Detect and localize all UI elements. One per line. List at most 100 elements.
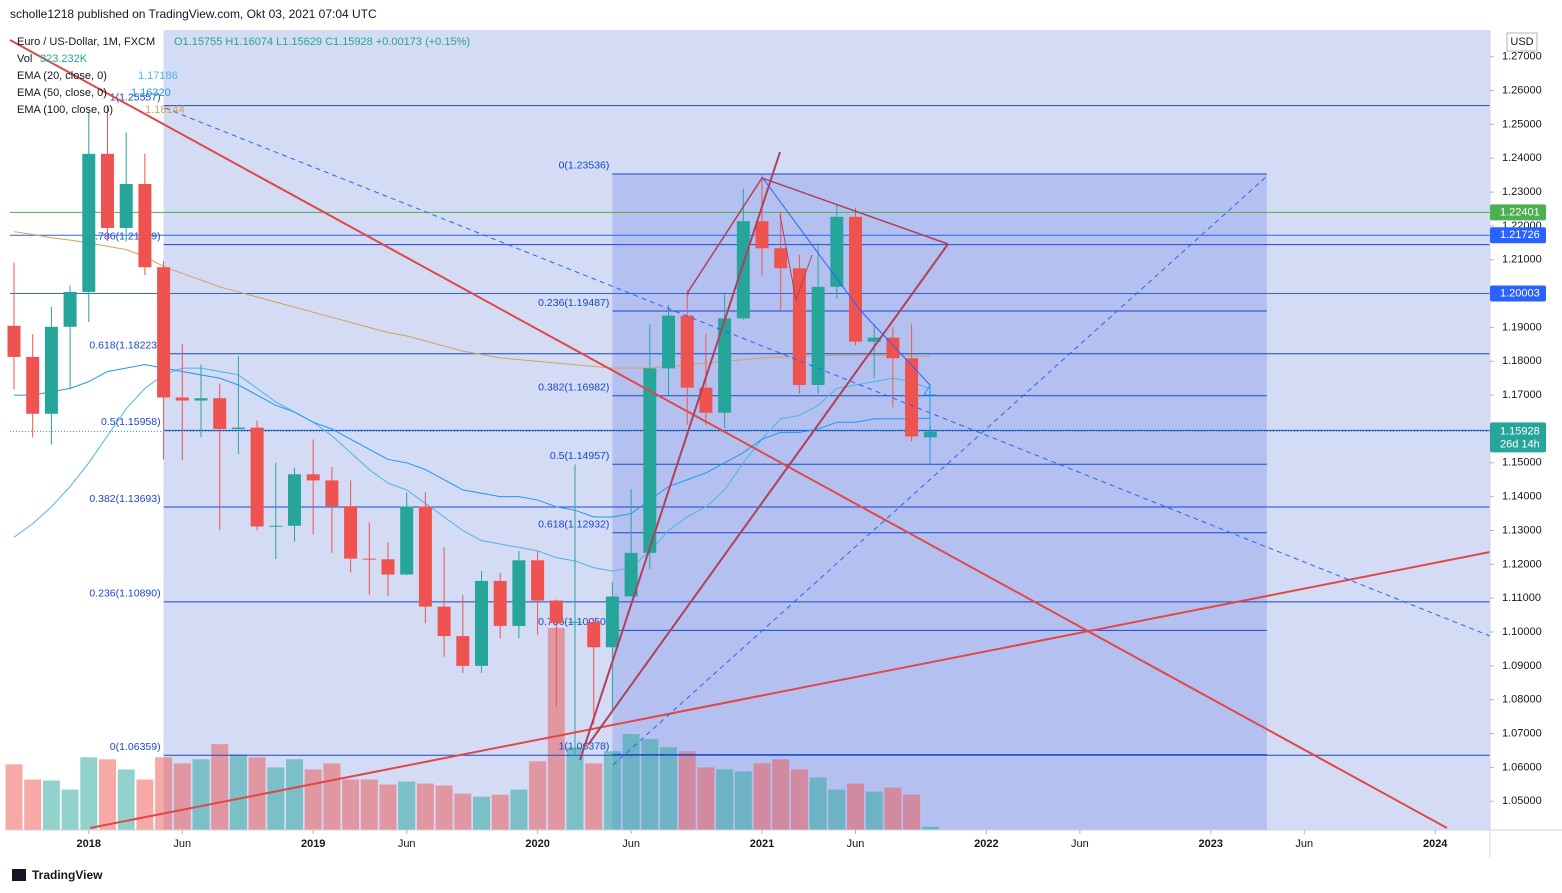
fib-label: 0(1.23536): [559, 160, 610, 172]
y-tick-label: 1.11000: [1502, 592, 1541, 604]
ema-value: 1.17186: [138, 70, 178, 82]
currency-box: [1506, 32, 1538, 52]
volume-bar: [660, 747, 677, 830]
attribution: scholle1218 published on TradingView.com…: [10, 7, 377, 21]
candle-body: [437, 606, 451, 637]
volume-bar: [903, 794, 921, 830]
candle-body: [213, 398, 227, 429]
x-tick-label: Jun: [847, 838, 865, 850]
candle-body: [736, 221, 750, 319]
y-tick-label: 1.27000: [1502, 51, 1542, 63]
plot: 1(1.25557)0.786(1.21449)0.618(1.18223)0.…: [5, 91, 1490, 830]
volume-bar: [753, 763, 771, 830]
y-tick-label: 1.10000: [1502, 626, 1542, 638]
volume-bar: [173, 763, 191, 830]
volume-bar: [865, 791, 883, 830]
price-tag-label: 1.20003: [1500, 287, 1540, 299]
countdown-label: 26d 14h: [1500, 438, 1540, 450]
x-tick-label: 2024: [1423, 838, 1448, 850]
trend-line: [579, 151, 781, 761]
candle-body: [512, 560, 526, 626]
y-tick-label: 1.05000: [1502, 795, 1542, 807]
x-tick-label: Jun: [1295, 838, 1313, 850]
fib-label: 0.5(1.15958): [101, 416, 161, 428]
volume-bar: [416, 783, 434, 830]
fib-label: 0.382(1.13693): [89, 493, 160, 505]
ema-name: EMA (20, close, 0): [17, 70, 107, 82]
candle-body: [325, 480, 339, 507]
axes: USD 1.05000 1.06000 1.07000 1.08000 1.09000 1…: [10, 30, 1562, 858]
volume-bar: [229, 754, 247, 830]
y-tick-label: 1.13000: [1502, 524, 1542, 536]
drawings: [9, 39, 1491, 829]
volume-bar: [99, 759, 116, 830]
volume-bar: [435, 785, 453, 830]
candle-body: [643, 368, 657, 553]
volume-bar: [847, 783, 864, 830]
candle-body: [680, 315, 694, 388]
candle-body: [867, 337, 881, 342]
volume-bar: [398, 781, 416, 830]
last-price-tag: [1490, 422, 1546, 453]
volume-bar: [884, 787, 902, 830]
candle-body: [792, 268, 806, 385]
candle-body: [531, 560, 545, 601]
candle-body: [250, 427, 264, 527]
volume-bar: [566, 747, 584, 830]
ema-name: EMA (100, close, 0): [17, 104, 113, 116]
volume-bar: [697, 767, 715, 830]
volume-bar: [248, 757, 266, 830]
fib-zone: [612, 173, 1267, 830]
fib-label: 0.236(1.10890): [89, 588, 160, 600]
currency: USD: [1510, 36, 1533, 48]
volume-bar: [42, 780, 60, 830]
volume-bar: [585, 763, 603, 830]
last-price-label: 1.15928: [1500, 425, 1540, 437]
price-tag: [1490, 227, 1546, 244]
x-tick-label: 2020: [525, 838, 549, 850]
path-line: [761, 176, 931, 386]
fib-label: 0.618(1.12932): [538, 519, 609, 531]
volume-bar: [342, 779, 360, 830]
x-tick-label: 2021: [750, 838, 774, 850]
volume-bar: [491, 794, 509, 830]
volume-bar: [267, 767, 285, 830]
candle-body: [82, 153, 96, 292]
volume-bar: [117, 769, 135, 830]
volume-bar: [622, 734, 640, 830]
fib-label: 1(1.25557): [110, 91, 161, 103]
candle-body: [475, 580, 488, 666]
volume-bar: [24, 779, 42, 830]
fib-label: 0.382(1.16982): [538, 382, 609, 394]
candle-body: [119, 183, 133, 228]
candle-body: [755, 221, 769, 249]
y-tick-label: 1.08000: [1502, 694, 1542, 706]
arrow: [923, 383, 936, 465]
candle-body: [605, 596, 619, 648]
candle-body: [231, 427, 245, 429]
pattern-line: [779, 214, 813, 302]
y-tick-label: 1.09000: [1502, 660, 1542, 672]
ema-value: 1.16320: [131, 87, 171, 99]
candle-body: [344, 506, 358, 559]
volume-bar: [510, 789, 528, 830]
candle-body: [456, 636, 470, 666]
candle-body: [886, 337, 900, 359]
y-tick-label: 1.25000: [1502, 118, 1542, 130]
candle-body: [288, 474, 301, 526]
volume-bar: [136, 779, 154, 830]
candle-body: [194, 398, 208, 401]
volume-bar: [61, 789, 79, 830]
volume-bar: [641, 739, 659, 830]
y-tick-label: 1.07000: [1502, 727, 1542, 739]
volume-bar: [192, 759, 210, 830]
volume-bar: [304, 769, 322, 830]
volume-bar: [603, 751, 621, 830]
candle-body: [138, 183, 152, 268]
x-tick-label: Jun: [173, 838, 191, 850]
price-tag-label: 1.21726: [1500, 229, 1540, 241]
candle-body: [662, 315, 675, 369]
candle-body: [362, 558, 376, 560]
x-tick-label: Jun: [622, 838, 640, 850]
candle-body: [306, 474, 320, 481]
